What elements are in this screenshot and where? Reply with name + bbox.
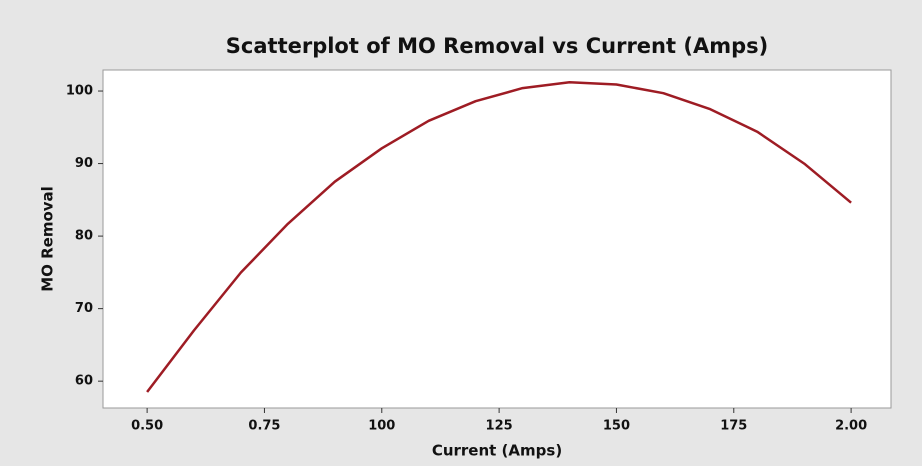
y-axis-label: MO Removal [39,186,57,292]
x-tick-label: 0.50 [131,419,163,434]
x-tick-label: 2.00 [835,419,867,434]
x-tick-label: 100 [368,419,395,434]
x-tick-label: 150 [603,419,630,434]
x-tick-label: 175 [720,419,747,434]
y-tick-label: 100 [66,84,93,99]
y-tick-label: 90 [75,156,93,171]
line-series [146,81,852,393]
y-tick-label: 80 [75,229,93,244]
y-tick-label: 70 [75,301,93,316]
x-tick-label: 0.75 [248,419,280,434]
plot-area [102,69,892,409]
y-tick-label: 60 [75,374,93,389]
chart-title: Scatterplot of MO Removal vs Current (Am… [226,34,768,58]
x-tick-label: 125 [486,419,513,434]
x-axis-label: Current (Amps) [432,442,562,460]
